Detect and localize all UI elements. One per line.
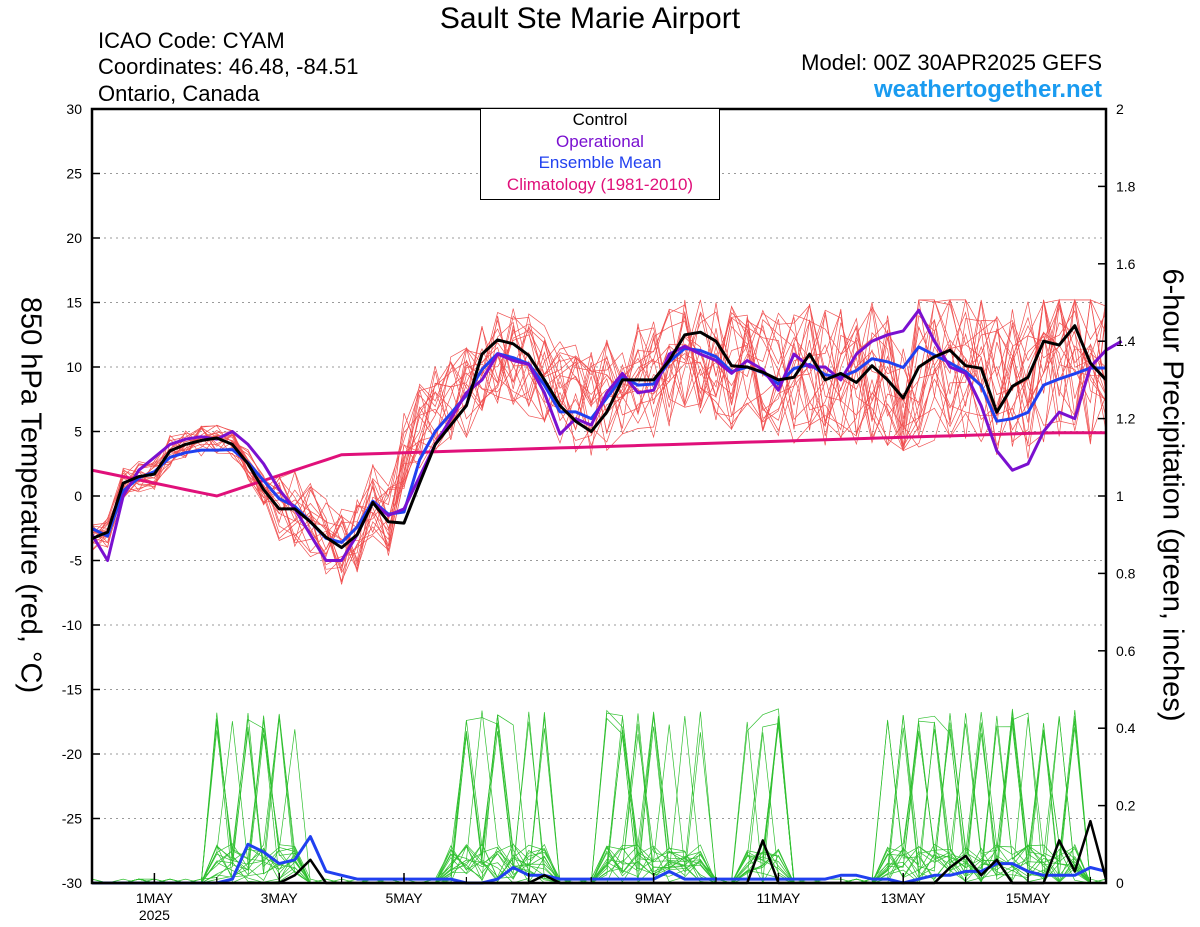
y-right-tick-label: 0 xyxy=(1116,875,1124,891)
y-left-tick-label: 30 xyxy=(66,101,82,117)
y-left-tick-label: -10 xyxy=(62,617,82,633)
axes: 302520151050-5-10-15-20-25-3021.81.61.41… xyxy=(62,101,1136,923)
site-link[interactable]: weathertogether.net xyxy=(873,76,1102,103)
coordinates: Coordinates: 46.48, -84.51 xyxy=(98,54,359,79)
temperature-member-line xyxy=(91,299,1107,553)
operational-temperature-line xyxy=(90,308,1123,562)
x-tick-label: 7MAY xyxy=(510,890,548,906)
temperature-member-line xyxy=(91,299,1107,572)
legend-control: Control xyxy=(572,110,628,129)
x-tick-label: 3MAY xyxy=(261,890,299,906)
y-right-tick-label: 1 xyxy=(1116,488,1124,504)
legend-climatology: Climatology (1981-2010) xyxy=(506,174,694,194)
precip-member-line xyxy=(92,710,1106,884)
y-right-tick-label: 0.8 xyxy=(1116,565,1136,581)
temperature-member-line xyxy=(91,299,1107,558)
temperature-member-line xyxy=(91,299,1107,561)
ensemble-mean-precip-line xyxy=(92,835,1107,885)
precip-member-line xyxy=(92,709,1106,884)
y-right-tick-label: 2 xyxy=(1116,101,1124,117)
temperature-member-line xyxy=(91,299,1107,553)
y-left-tick-label: 5 xyxy=(74,424,82,440)
y-left-tick-label: -20 xyxy=(62,746,82,762)
precip-member-line xyxy=(92,712,1106,884)
chart-title: Sault Ste Marie Airport xyxy=(439,2,741,35)
y-left-tick-label: -5 xyxy=(70,553,83,569)
precip-member-line xyxy=(92,716,1106,884)
model-run: Model: 00Z 30APR2025 GEFS xyxy=(801,50,1102,75)
y-right-tick-label: 1.6 xyxy=(1116,256,1136,272)
y-left-tick-label: -30 xyxy=(62,875,82,891)
y-right-tick-label: 1.4 xyxy=(1116,333,1136,349)
icao-code: ICAO Code: CYAM xyxy=(98,28,285,53)
y-right-tick-label: 0.6 xyxy=(1116,643,1136,659)
y-left-tick-label: 10 xyxy=(66,359,82,375)
grid xyxy=(92,173,1106,819)
y-right-tick-label: 1.2 xyxy=(1116,411,1136,427)
temperature-member-line xyxy=(91,298,1107,575)
temperature-member-line xyxy=(91,304,1107,555)
temperature-member-line xyxy=(91,299,1107,564)
y-left-tick-label: 0 xyxy=(74,488,82,504)
ensemble-members xyxy=(91,298,1107,884)
ensemble-mean-temperature-line xyxy=(91,345,1106,544)
y-left-tick-label: 20 xyxy=(66,230,82,246)
y-left-tick-label: 15 xyxy=(66,295,82,311)
x-tick-label: 13MAY xyxy=(881,890,927,906)
x-tick-label: 11MAY xyxy=(756,890,800,906)
control-temperature-line xyxy=(91,324,1108,550)
legend-ensemble-mean: Ensemble Mean xyxy=(538,153,662,172)
x-tick-sublabel: 2025 xyxy=(139,907,170,923)
temperature-member-line xyxy=(91,299,1107,568)
x-tick-label: 9MAY xyxy=(635,890,673,906)
temperature-member-line xyxy=(91,299,1107,573)
y-right-tick-label: 0.4 xyxy=(1116,720,1136,736)
temperature-member-line xyxy=(91,299,1107,570)
x-tick-label: 1MAY xyxy=(136,890,174,906)
x-tick-label: 15MAY xyxy=(1006,890,1052,906)
y-right-tick-label: 1.8 xyxy=(1116,178,1136,194)
legend: Control Operational Ensemble Mean Climat… xyxy=(480,108,720,200)
x-tick-label: 5MAY xyxy=(385,890,423,906)
y-left-tick-label: 25 xyxy=(66,166,82,182)
main-series xyxy=(90,308,1123,885)
y-right-tick-label: 0.2 xyxy=(1116,798,1136,814)
y-left-tick-label: -15 xyxy=(62,682,82,698)
climatology-line xyxy=(91,431,1106,498)
legend-operational: Operational xyxy=(556,131,644,151)
temperature-member-line xyxy=(91,299,1107,567)
region: Ontario, Canada xyxy=(98,81,260,106)
y-left-tick-label: -25 xyxy=(62,811,82,827)
